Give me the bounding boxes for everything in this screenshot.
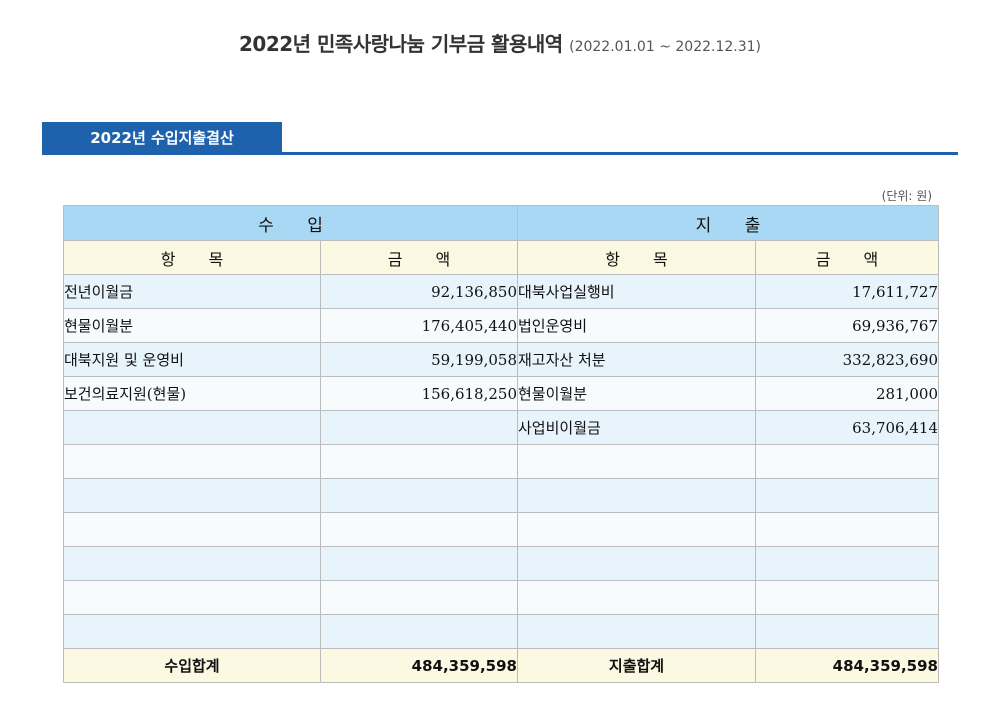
income-item-header: 항 목 xyxy=(63,240,321,275)
income-amount-cell xyxy=(320,512,518,547)
income-amount-cell xyxy=(320,580,518,615)
income-amount-cell xyxy=(320,478,518,513)
expense-amount-cell: 281,000 xyxy=(755,376,939,411)
income-item-cell: 보건의료지원(현물) xyxy=(63,376,321,411)
income-amount-header: 금 액 xyxy=(320,240,518,275)
expense-amount-cell: 332,823,690 xyxy=(755,342,939,377)
expense-item-header: 항 목 xyxy=(517,240,756,275)
income-amount-cell xyxy=(320,444,518,479)
income-amount-cell: 156,618,250 xyxy=(320,376,518,411)
expense-amount-cell xyxy=(755,614,939,649)
income-item-cell xyxy=(63,444,321,479)
expense-item-cell xyxy=(517,614,756,649)
income-amount-cell: 59,199,058 xyxy=(320,342,518,377)
income-item-cell: 대북지원 및 운영비 xyxy=(63,342,321,377)
table-header-row: 수 입 지 출 xyxy=(63,205,939,241)
expense-amount-cell xyxy=(755,444,939,479)
expense-total-label: 지출합계 xyxy=(517,648,756,683)
table-row xyxy=(63,512,939,547)
income-amount-cell: 176,405,440 xyxy=(320,308,518,343)
income-amount-cell: 92,136,850 xyxy=(320,274,518,309)
table-row xyxy=(63,580,939,615)
income-total-label: 수입합계 xyxy=(63,648,321,683)
income-expense-table: 수 입 지 출 항 목 금 액 항 목 금 액 전년이월금 92,136,850 대… xyxy=(63,205,939,683)
page-title: 2022년 민족사랑나눔 기부금 활용내역 (2022.01.01 ~ 2022… xyxy=(0,28,1000,57)
expense-item-cell: 사업비이월금 xyxy=(517,410,756,445)
table-row: 대북지원 및 운영비 59,199,058 재고자산 처분 332,823,690 xyxy=(63,342,939,377)
expense-amount-cell: 63,706,414 xyxy=(755,410,939,445)
section-divider xyxy=(42,152,958,155)
expense-amount-header: 금 액 xyxy=(755,240,939,275)
income-item-cell xyxy=(63,410,321,445)
income-header: 수 입 xyxy=(63,205,518,241)
table-row: 전년이월금 92,136,850 대북사업실행비 17,611,727 xyxy=(63,274,939,309)
income-item-cell xyxy=(63,614,321,649)
income-amount-cell xyxy=(320,614,518,649)
income-item-cell xyxy=(63,478,321,513)
expense-item-cell xyxy=(517,444,756,479)
expense-item-cell xyxy=(517,478,756,513)
table-row: 사업비이월금 63,706,414 xyxy=(63,410,939,445)
expense-item-cell xyxy=(517,512,756,547)
table-body: 전년이월금 92,136,850 대북사업실행비 17,611,727 현물이월분 176… xyxy=(63,274,939,649)
income-item-cell: 현물이월분 xyxy=(63,308,321,343)
income-amount-cell xyxy=(320,410,518,445)
table-row: 현물이월분 176,405,440 법인운영비 69,936,767 xyxy=(63,308,939,343)
expense-item-cell: 법인운영비 xyxy=(517,308,756,343)
income-item-cell xyxy=(63,512,321,547)
expense-item-cell: 현물이월분 xyxy=(517,376,756,411)
report-period: (2022.01.01 ~ 2022.12.31) xyxy=(569,39,761,55)
income-amount-cell xyxy=(320,546,518,581)
table-row xyxy=(63,444,939,479)
expense-amount-cell: 17,611,727 xyxy=(755,274,939,309)
expense-amount-cell xyxy=(755,512,939,547)
expense-amount-cell xyxy=(755,580,939,615)
income-item-cell xyxy=(63,546,321,581)
expense-item-cell xyxy=(517,580,756,615)
expense-item-cell: 재고자산 처분 xyxy=(517,342,756,377)
table-row xyxy=(63,546,939,581)
total-row: 수입합계 484,359,598 지출합계 484,359,598 xyxy=(63,648,939,683)
income-item-cell xyxy=(63,580,321,615)
expense-item-cell xyxy=(517,546,756,581)
table-row xyxy=(63,478,939,513)
expense-amount-cell xyxy=(755,478,939,513)
income-item-cell: 전년이월금 xyxy=(63,274,321,309)
expense-item-cell: 대북사업실행비 xyxy=(517,274,756,309)
unit-label: (단위: 원) xyxy=(881,189,932,203)
table-subheader-row: 항 목 금 액 항 목 금 액 xyxy=(63,240,939,275)
table-row xyxy=(63,614,939,649)
page-title-text: 2022년 민족사랑나눔 기부금 활용내역 xyxy=(239,32,563,56)
expense-amount-cell xyxy=(755,546,939,581)
table-row: 보건의료지원(현물) 156,618,250 현물이월분 281,000 xyxy=(63,376,939,411)
expense-total-amount: 484,359,598 xyxy=(755,648,939,683)
expense-amount-cell: 69,936,767 xyxy=(755,308,939,343)
expense-header: 지 출 xyxy=(517,205,939,241)
income-total-amount: 484,359,598 xyxy=(320,648,518,683)
section-tab: 2022년 수입지출결산 xyxy=(42,122,282,154)
